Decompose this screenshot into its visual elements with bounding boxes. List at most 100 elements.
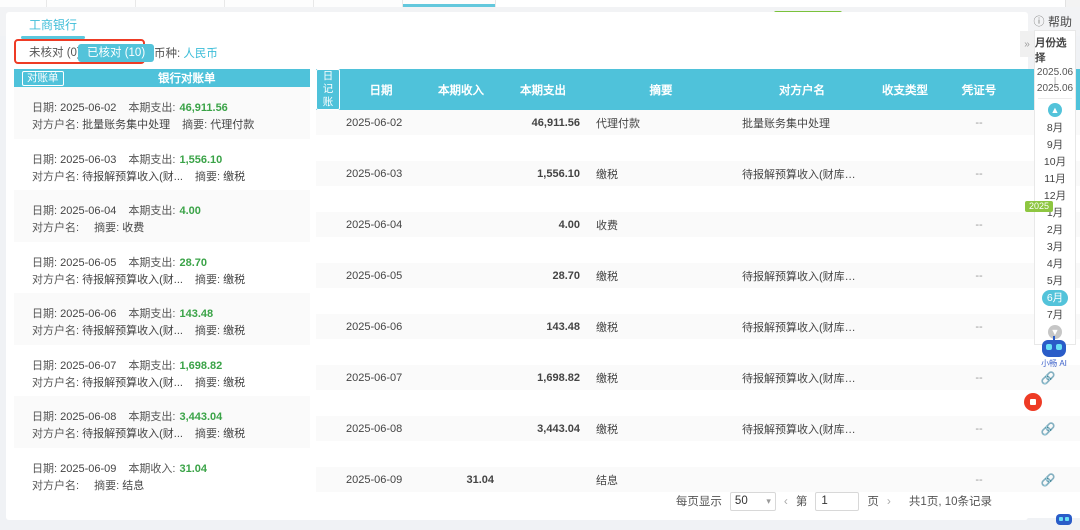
journal-cell-income xyxy=(422,314,500,339)
journal-cell-voucher: -- xyxy=(942,161,1016,186)
journal-cell-summary: 缴税 xyxy=(586,263,736,288)
month-item-1[interactable]: 8月 xyxy=(1046,121,1064,134)
journal-cell-date: 2025-06-05 xyxy=(340,263,422,288)
pagination-summary: 共1页, 10条记录 xyxy=(908,496,992,508)
bank-tab-label: 工商银行 xyxy=(28,18,77,32)
browser-tab-active[interactable] xyxy=(403,0,496,7)
link-icon[interactable]: 🔗 xyxy=(1040,472,1056,487)
month-item-12[interactable]: 7月 xyxy=(1046,308,1064,321)
statement-row[interactable]: 日期: 2025-06-06 本期支出: 143.48 对方户名: 待报解预算收入(财… xyxy=(14,293,310,345)
month-item-5[interactable]: 12月 xyxy=(1043,189,1067,202)
col-date: 日期 xyxy=(340,69,422,110)
journal-row-spacer xyxy=(316,135,1080,161)
month-panel-collapse-button[interactable]: » xyxy=(1020,31,1034,57)
bank-statement-list[interactable]: 日期: 2025-06-02 本期支出: 46,911.56 对方户名: 批量账务集中… xyxy=(14,87,310,503)
reconciliation-card: 工商银行 未核对 (0) 已核对 (10) 币种: 人民币 对账单 银行对账单 … xyxy=(6,12,1080,520)
link-icon[interactable]: 🔗 xyxy=(1040,421,1056,436)
journal-cell-counterparty: 待报解预算收入(财库联网... xyxy=(736,365,868,390)
journal-cell-action[interactable]: 🔗 xyxy=(1016,416,1080,441)
journal-row-spacer xyxy=(316,288,1080,314)
month-item-3[interactable]: 10月 xyxy=(1043,155,1067,168)
browser-tab[interactable] xyxy=(47,0,136,7)
tab-reconciled[interactable]: 已核对 (10) xyxy=(78,44,155,62)
journal-cell-counterparty: 待报解预算收入(财库联网... xyxy=(736,314,868,339)
statement-row-line2: 对方户名: 批量账务集中处理 摘要: 代理付款 xyxy=(32,119,255,131)
per-page-select[interactable]: 50 ▾ xyxy=(729,491,776,511)
month-item-9[interactable]: 4月 xyxy=(1046,257,1064,270)
journal-row-spacer xyxy=(316,390,1080,416)
journal-cell-date: 2025-06-03 xyxy=(340,161,422,186)
browser-tab[interactable] xyxy=(225,0,314,7)
journal-cell-type xyxy=(868,467,942,492)
journal-cell-voucher: -- xyxy=(942,365,1016,390)
page-number-input[interactable] xyxy=(815,491,860,511)
filter-row: 未核对 (0) 已核对 (10) 币种: 人民币 xyxy=(6,39,1028,68)
month-scroll-up-button[interactable]: ▲ xyxy=(1048,103,1062,117)
month-item-2[interactable]: 9月 xyxy=(1046,138,1064,151)
journal-cell-type xyxy=(868,314,942,339)
prev-page-button[interactable]: ‹ xyxy=(783,494,788,508)
ai-assistant-button[interactable]: 小畅 AI xyxy=(1036,336,1072,376)
year-badge: 2025 xyxy=(1025,201,1053,212)
journal-cell-income xyxy=(422,212,500,237)
col-type: 收支类型 xyxy=(868,69,942,110)
month-item-4[interactable]: 11月 xyxy=(1044,172,1066,185)
journal-badge: 日记账 xyxy=(316,69,340,110)
statement-row[interactable]: 日期: 2025-06-03 本期支出: 1,556.10 对方户名: 待报解预算收入… xyxy=(14,138,310,190)
bank-tab-icbc[interactable]: 工商银行 xyxy=(18,15,88,39)
message-badge-icon[interactable] xyxy=(1024,393,1042,411)
browser-tab[interactable] xyxy=(136,0,225,7)
floating-bot-icon[interactable] xyxy=(1056,514,1074,528)
statement-row-line1: 日期: 2025-06-09 本期收入: 31.04 xyxy=(32,462,207,475)
robot-icon xyxy=(1042,336,1066,357)
journal-cell-action[interactable]: 🔗 xyxy=(1016,467,1080,492)
statement-row-line1: 日期: 2025-06-05 本期支出: 28.70 xyxy=(32,256,207,269)
page-prefix-label: 第 xyxy=(795,496,808,508)
help-button[interactable]: ⓘ 帮助 xyxy=(1033,13,1072,30)
journal-row[interactable]: 2025-06-09 31.04 结息 -- 🔗 xyxy=(316,467,1080,492)
statement-row-line2: 对方户名: 待报解预算收入(财... 摘要: 缴税 xyxy=(32,376,246,389)
month-range-end[interactable]: 2025.06 xyxy=(1036,83,1074,94)
divider xyxy=(1038,98,1072,99)
journal-cell-summary: 缴税 xyxy=(586,365,736,390)
per-page-value: 50 xyxy=(734,495,748,507)
month-item-7[interactable]: 2月 xyxy=(1046,223,1064,236)
col-counterparty: 对方户名 xyxy=(736,69,868,110)
journal-row-spacer xyxy=(316,441,1080,467)
journal-row[interactable]: 2025-06-08 3,443.04 缴税 待报解预算收入(财库联网... -- 🔗 xyxy=(316,416,1080,441)
journal-cell-spacer xyxy=(316,263,340,288)
month-range-start[interactable]: 2025.06 xyxy=(1036,67,1074,78)
statement-row[interactable]: 日期: 2025-06-07 本期支出: 1,698.82 对方户名: 待报解预算收入… xyxy=(14,344,310,396)
statement-row[interactable]: 日期: 2025-06-08 本期支出: 3,443.04 对方户名: 待报解预算收入… xyxy=(14,396,310,448)
browser-tab[interactable] xyxy=(0,0,47,7)
month-item-10[interactable]: 5月 xyxy=(1046,274,1064,287)
journal-row[interactable]: 2025-06-07 1,698.82 缴税 待报解预算收入(财库联网... -- 🔗 xyxy=(316,365,1080,390)
journal-cell-type xyxy=(868,110,942,135)
month-scroll-down-button[interactable]: ▼ xyxy=(1048,325,1062,339)
month-item-11[interactable]: 6月 xyxy=(1042,289,1068,306)
statement-row[interactable]: 日期: 2025-06-09 本期收入: 31.04 对方户名: 摘要: 结息 xyxy=(14,447,310,499)
statement-row[interactable]: 日期: 2025-06-05 本期支出: 28.70 对方户名: 待报解预算收入(财.… xyxy=(14,241,310,293)
next-page-button[interactable]: › xyxy=(886,494,891,508)
statement-row[interactable]: 日期: 2025-06-04 本期支出: 4.00 对方户名: 摘要: 收费 xyxy=(14,190,310,242)
browser-tab-overflow xyxy=(1065,0,1080,7)
journal-row-spacer xyxy=(316,186,1080,212)
statement-row-line1: 日期: 2025-06-06 本期支出: 143.48 xyxy=(32,308,214,320)
col-summary: 摘要 xyxy=(586,69,736,110)
browser-tab[interactable] xyxy=(314,0,403,7)
journal-cell-voucher: -- xyxy=(942,416,1016,441)
ai-assistant-label: 小畅 AI xyxy=(1041,359,1067,368)
tab-unreconciled[interactable]: 未核对 (0) xyxy=(29,47,81,59)
month-item-8[interactable]: 3月 xyxy=(1046,240,1064,253)
per-page-label: 每页显示 xyxy=(675,496,722,508)
statement-row[interactable]: 日期: 2025-06-02 本期支出: 46,911.56 对方户名: 批量账务集中… xyxy=(14,87,310,139)
statement-row-line2: 对方户名: 摘要: 收费 xyxy=(32,222,145,234)
journal-cell-action[interactable]: 🔗 xyxy=(1016,365,1080,390)
statement-row-line1: 日期: 2025-06-07 本期支出: 1,698.82 xyxy=(32,359,223,372)
